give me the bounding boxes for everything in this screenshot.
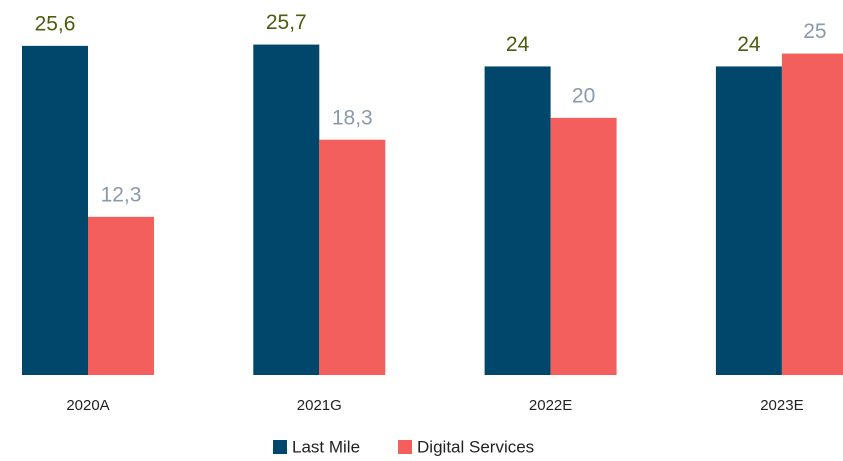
legend-swatch [398, 440, 413, 454]
bar [22, 45, 88, 375]
bar [781, 53, 843, 375]
bar [253, 44, 320, 375]
value-label: 24 [737, 33, 761, 56]
value-label: 24 [506, 33, 530, 56]
bar [484, 66, 551, 375]
value-label: 25 [803, 20, 826, 43]
bar [550, 117, 617, 375]
value-label: 20 [572, 84, 595, 107]
legend-label: Digital Services [417, 437, 534, 456]
x-tick-label: 2023E [760, 397, 803, 414]
bar [715, 66, 782, 375]
x-tick-label: 2020A [66, 397, 109, 414]
bar [319, 139, 386, 375]
value-label: 25,7 [266, 11, 307, 34]
x-tick-label: 2022E [529, 397, 572, 414]
value-label: 18,3 [332, 106, 373, 129]
legend-label: Last Mile [292, 437, 360, 456]
x-tick-label: 2021G [297, 397, 342, 414]
bar [88, 216, 154, 375]
value-label: 25,6 [35, 12, 76, 35]
value-label: 12,3 [101, 183, 142, 206]
legend-swatch [273, 440, 287, 454]
